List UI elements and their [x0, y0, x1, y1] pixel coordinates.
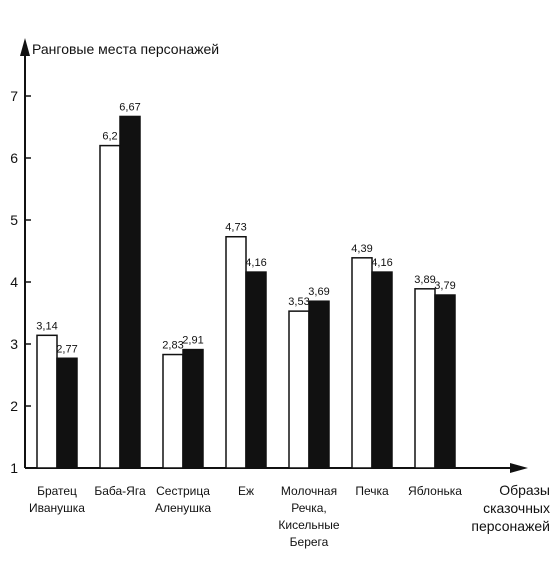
data-label: 3,79: [434, 280, 455, 292]
y-tick-label: 1: [10, 460, 18, 476]
x-axis-arrow: [510, 463, 528, 473]
y-tick-label: 3: [10, 336, 18, 352]
data-label: 3,89: [414, 274, 435, 286]
category-label: Печка: [355, 484, 389, 498]
data-label: 2,91: [182, 335, 203, 347]
bar-series-2: [119, 115, 141, 469]
category-label: Сестрица: [156, 484, 210, 498]
category-label: Баба-Яга: [94, 484, 146, 498]
data-label: 4,73: [225, 222, 246, 234]
data-label: 6,2: [102, 131, 117, 143]
data-label: 3,53: [288, 296, 309, 308]
bar-series-1: [414, 288, 436, 469]
bar-series-1: [162, 353, 184, 469]
bar-series-1: [351, 257, 373, 469]
data-label: 3,69: [308, 286, 329, 298]
bar-series-1: [99, 144, 121, 469]
category-label: Аленушка: [155, 501, 211, 515]
category-label: Еж: [238, 484, 254, 498]
x-axis-title: Образы сказочных персонажей: [471, 482, 550, 534]
category-label: Яблонька: [408, 484, 462, 498]
y-tick-label: 7: [10, 88, 18, 104]
data-label: 2,77: [56, 343, 77, 355]
bars: [36, 115, 456, 469]
y-axis-arrow: [20, 38, 30, 56]
bar-series-1: [36, 334, 58, 469]
bar-series-2: [308, 300, 330, 469]
bar-series-2: [434, 294, 456, 469]
bar-series-2: [371, 271, 393, 469]
data-label: 6,67: [119, 101, 140, 113]
x-axis-title-line: персонажей: [471, 518, 550, 534]
bar-series-1: [225, 235, 247, 469]
y-tick-label: 5: [10, 212, 18, 228]
category-labels: Братец Иванушка Баба-Яга Сестрица Аленушка Еж…: [29, 484, 462, 549]
x-axis-title-line: сказочных: [483, 500, 550, 516]
category-label: Берега: [290, 535, 329, 549]
data-label: 4,16: [371, 257, 392, 269]
data-label: 4,16: [245, 257, 266, 269]
y-ticks: 1 2 3 4 5 6 7: [10, 88, 31, 476]
y-tick-label: 4: [10, 274, 18, 290]
y-tick-label: 2: [10, 398, 18, 414]
category-label: Молочная: [281, 484, 337, 498]
data-label: 4,39: [351, 243, 372, 255]
category-label: Кисельные: [278, 518, 339, 532]
category-label: Иванушка: [29, 501, 85, 515]
data-labels: 3,14 6,2 2,83 4,73 3,53 4,39 3,89 2,77 6,67 2,91 4…: [36, 101, 455, 355]
bar-series-2: [182, 348, 204, 469]
data-label: 2,83: [162, 340, 183, 352]
data-label: 3,14: [36, 320, 57, 332]
bar-series-2: [245, 271, 267, 469]
y-axis-title: Ранговые места персонажей: [32, 41, 219, 57]
y-tick-label: 6: [10, 150, 18, 166]
category-label: Речка,: [291, 501, 327, 515]
x-axis-title-line: Образы: [499, 482, 550, 498]
bar-series-1: [288, 310, 310, 469]
category-label: Братец: [37, 484, 77, 498]
bar-series-2: [56, 357, 78, 469]
